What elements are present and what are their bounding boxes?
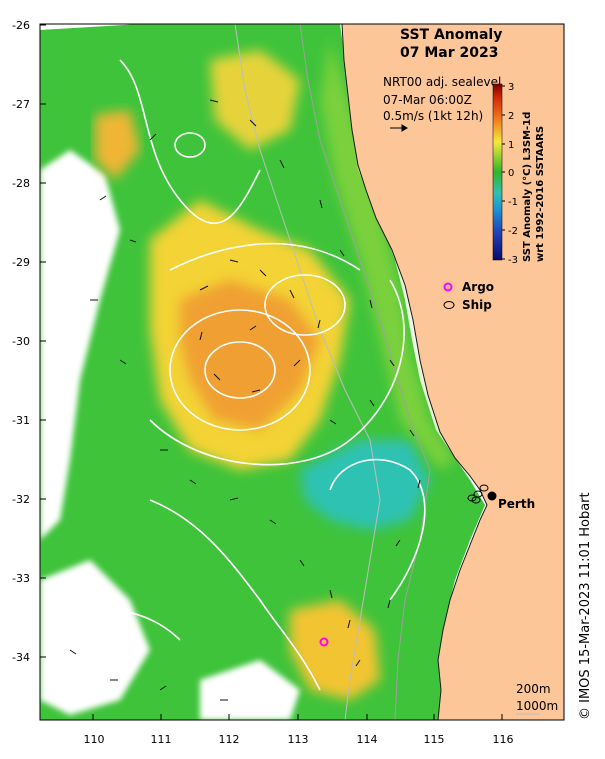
map-title: SST Anomaly bbox=[400, 27, 502, 43]
colorbar-tick-m3: -3 bbox=[508, 255, 518, 266]
warm-patch-north bbox=[210, 50, 300, 150]
isobath-1000m bbox=[234, 24, 381, 720]
lon-axis bbox=[92, 714, 503, 720]
colorbar-label-2: wrt 1992-2016 SSTAARS bbox=[535, 126, 546, 262]
warm-patch-northwest bbox=[95, 110, 140, 180]
lat-tick-31: -31 bbox=[12, 414, 30, 427]
ship-legend-icon bbox=[443, 301, 455, 309]
land-australia bbox=[341, 24, 564, 720]
lat-tick-28: -28 bbox=[12, 177, 30, 190]
lon-tick-116: 116 bbox=[493, 733, 514, 746]
lon-tick-114: 114 bbox=[357, 733, 378, 746]
currents-source: NRT00 adj. sealevel bbox=[383, 75, 501, 89]
lat-tick-26: -26 bbox=[12, 19, 30, 32]
perth-label: Perth bbox=[498, 497, 535, 511]
lat-tick-32: -32 bbox=[12, 493, 30, 506]
colorbar-tick-m2: -2 bbox=[508, 226, 518, 237]
map-date: 07 Mar 2023 bbox=[400, 45, 498, 61]
perth-marker bbox=[487, 491, 497, 501]
argo-legend-icon bbox=[443, 282, 453, 292]
isobath-200m bbox=[299, 24, 431, 720]
colorbar-tick-m1: -1 bbox=[508, 197, 518, 208]
colorbar bbox=[492, 83, 503, 261]
lat-tick-27: -27 bbox=[12, 98, 30, 111]
argo-legend-label: Argo bbox=[462, 280, 494, 294]
cloud-gap-southwest bbox=[40, 560, 150, 715]
lat-tick-34: -34 bbox=[12, 651, 30, 664]
lon-tick-110: 110 bbox=[84, 733, 105, 746]
imos-credit: © IMOS 15-Mar-2023 11:01 Hobart bbox=[578, 492, 593, 720]
currents-scale: 0.5m/s (1kt 12h) bbox=[383, 109, 483, 123]
hot-core bbox=[180, 280, 320, 430]
argo-float-marker[interactable] bbox=[319, 637, 329, 647]
lat-tick-30: -30 bbox=[12, 335, 30, 348]
sea-level-contours bbox=[59, 59, 426, 691]
lon-tick-112: 112 bbox=[219, 733, 240, 746]
isobath-1000m-label: 1000m bbox=[516, 699, 558, 713]
colorbar-tick-3: 3 bbox=[508, 82, 514, 93]
ship-legend-label: Ship bbox=[462, 298, 492, 312]
lat-tick-33: -33 bbox=[12, 572, 30, 585]
cool-patch bbox=[300, 440, 430, 530]
coastal-band bbox=[320, 40, 455, 470]
lon-tick-111: 111 bbox=[151, 733, 172, 746]
map-frame bbox=[39, 23, 565, 721]
cloud-gap-south bbox=[200, 660, 300, 720]
colorbar-ticks bbox=[502, 85, 505, 260]
lat-axis bbox=[40, 24, 46, 658]
cloud-gap-west bbox=[40, 150, 120, 540]
colorbar-tick-0: 0 bbox=[508, 168, 514, 179]
colorbar-label-1: SST Anomaly (°C) L3SM-1d bbox=[522, 112, 533, 262]
ship-markers[interactable] bbox=[467, 484, 489, 504]
map-field bbox=[40, 24, 564, 720]
lon-tick-113: 113 bbox=[288, 733, 309, 746]
colorbar-tick-1: 1 bbox=[508, 140, 514, 151]
currents-time: 07-Mar 06:00Z bbox=[383, 93, 472, 107]
lon-tick-115: 115 bbox=[424, 733, 445, 746]
scale-arrow bbox=[390, 124, 408, 132]
current-vectors bbox=[69, 99, 421, 701]
isobath-200m-label: 200m bbox=[516, 682, 551, 696]
colorbar-tick-2: 2 bbox=[508, 111, 514, 122]
lat-tick-29: -29 bbox=[12, 256, 30, 269]
